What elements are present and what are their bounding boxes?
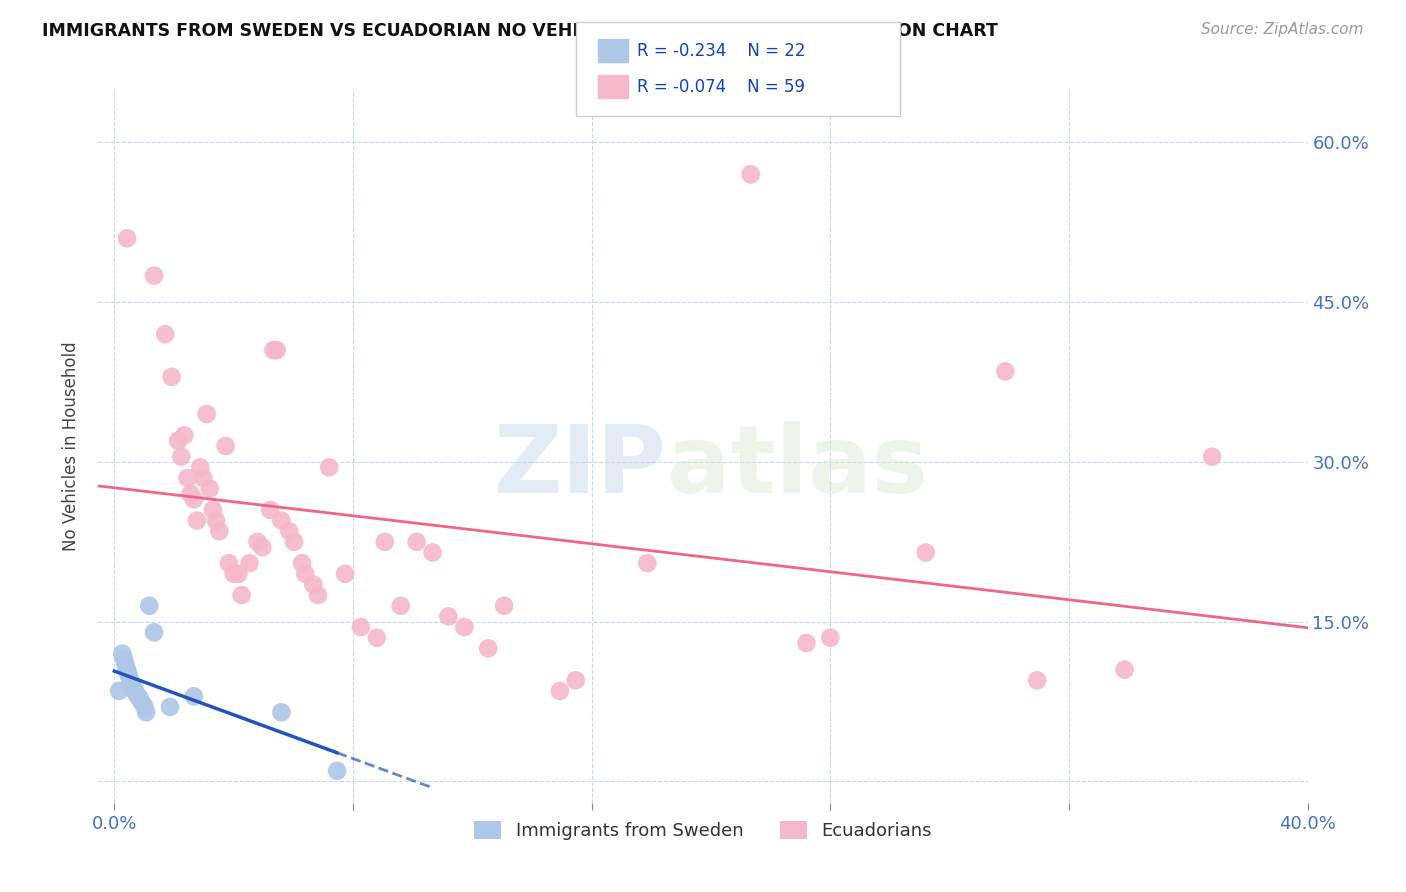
Point xyxy=(366,631,388,645)
Point xyxy=(636,556,658,570)
Point xyxy=(914,545,936,559)
Point xyxy=(318,460,340,475)
Point xyxy=(270,706,292,720)
Point xyxy=(283,534,305,549)
Point xyxy=(135,706,157,720)
Point xyxy=(127,690,149,704)
Point xyxy=(188,460,211,475)
Point xyxy=(405,534,427,549)
Y-axis label: No Vehicles in Household: No Vehicles in Household xyxy=(62,341,80,551)
Point xyxy=(228,566,250,581)
Point xyxy=(389,599,412,613)
Point xyxy=(302,577,325,591)
Point xyxy=(252,540,274,554)
Point xyxy=(205,514,228,528)
Point xyxy=(278,524,301,539)
Point xyxy=(183,690,205,704)
Point xyxy=(183,492,205,507)
Point xyxy=(121,679,143,693)
Point xyxy=(259,503,281,517)
Point xyxy=(176,471,198,485)
Point xyxy=(494,599,516,613)
Point xyxy=(201,503,224,517)
Point xyxy=(143,625,166,640)
Point xyxy=(422,545,444,559)
Point xyxy=(173,428,195,442)
Point xyxy=(195,407,218,421)
Point xyxy=(134,700,156,714)
Point xyxy=(115,231,138,245)
Point xyxy=(1114,663,1136,677)
Point xyxy=(143,268,166,283)
Point xyxy=(128,691,150,706)
Point xyxy=(266,343,288,358)
Point xyxy=(215,439,238,453)
Legend: Immigrants from Sweden, Ecuadorians: Immigrants from Sweden, Ecuadorians xyxy=(467,814,939,847)
Point xyxy=(180,487,202,501)
Point xyxy=(294,566,316,581)
Point xyxy=(374,534,396,549)
Point xyxy=(160,369,183,384)
Text: Source: ZipAtlas.com: Source: ZipAtlas.com xyxy=(1201,22,1364,37)
Point xyxy=(994,364,1017,378)
Point xyxy=(124,684,146,698)
Text: ZIP: ZIP xyxy=(494,421,666,514)
Text: IMMIGRANTS FROM SWEDEN VS ECUADORIAN NO VEHICLES IN HOUSEHOLD CORRELATION CHART: IMMIGRANTS FROM SWEDEN VS ECUADORIAN NO … xyxy=(42,22,998,40)
Point xyxy=(453,620,475,634)
Point xyxy=(1026,673,1049,688)
Point xyxy=(548,684,571,698)
Point xyxy=(270,514,292,528)
Point xyxy=(326,764,349,778)
Point xyxy=(222,566,245,581)
Point xyxy=(477,641,499,656)
Text: R = -0.074    N = 59: R = -0.074 N = 59 xyxy=(637,78,804,95)
Point xyxy=(125,687,148,701)
Point xyxy=(108,684,131,698)
Point xyxy=(120,673,142,688)
Point xyxy=(112,652,135,666)
Point xyxy=(437,609,460,624)
Point xyxy=(115,663,138,677)
Text: atlas: atlas xyxy=(666,421,928,514)
Point xyxy=(118,668,141,682)
Point xyxy=(796,636,818,650)
Point xyxy=(1201,450,1223,464)
Point xyxy=(193,471,215,485)
Point xyxy=(307,588,329,602)
Point xyxy=(218,556,240,570)
Point xyxy=(740,168,762,182)
Point xyxy=(186,514,208,528)
Point xyxy=(564,673,586,688)
Point xyxy=(820,631,842,645)
Point xyxy=(131,695,153,709)
Point xyxy=(239,556,262,570)
Point xyxy=(246,534,269,549)
Text: R = -0.234    N = 22: R = -0.234 N = 22 xyxy=(637,42,806,60)
Point xyxy=(155,327,177,342)
Point xyxy=(138,599,160,613)
Point xyxy=(114,657,136,672)
Point xyxy=(167,434,190,448)
Point xyxy=(159,700,181,714)
Point xyxy=(111,647,134,661)
Point xyxy=(350,620,373,634)
Point xyxy=(333,566,356,581)
Point xyxy=(291,556,314,570)
Point xyxy=(122,681,145,695)
Point xyxy=(198,482,221,496)
Point xyxy=(262,343,284,358)
Point xyxy=(231,588,253,602)
Point xyxy=(208,524,231,539)
Point xyxy=(170,450,193,464)
